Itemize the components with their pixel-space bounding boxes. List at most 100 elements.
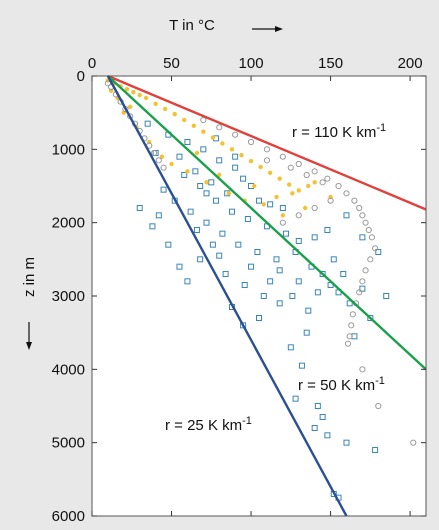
- gradient-line: [107, 74, 427, 211]
- data-point-circle: [365, 226, 372, 234]
- data-point-square: [375, 249, 382, 255]
- data-point-circle: [263, 146, 271, 153]
- data-point-circle: [311, 168, 318, 175]
- data-point-square: [254, 249, 261, 255]
- x-tick-label: 0: [88, 55, 96, 72]
- data-point-circle: [367, 256, 374, 263]
- x-tick-label: 200: [398, 55, 423, 72]
- data-point-circle: [155, 157, 162, 164]
- data-point-circle: [343, 190, 350, 197]
- data-point-square: [208, 179, 215, 186]
- data-point-circle: [344, 340, 352, 347]
- data-point-circle: [327, 197, 334, 204]
- y-tick-label: 0: [77, 68, 85, 85]
- data-point-square: [283, 230, 290, 237]
- data-point-dot: [312, 180, 317, 185]
- y-tick-label: 4000: [52, 361, 85, 378]
- data-point-circle: [324, 175, 331, 182]
- data-point-circle: [287, 164, 294, 171]
- data-point-square: [359, 285, 366, 292]
- data-point-square: [197, 256, 204, 263]
- data-point-circle: [295, 212, 302, 219]
- data-point-square: [383, 293, 390, 299]
- y-tick-label: 6000: [52, 508, 85, 525]
- data-point-square: [287, 344, 294, 351]
- data-point-square: [314, 289, 321, 296]
- data-point-circle: [295, 160, 302, 168]
- data-point-square: [155, 212, 162, 219]
- data-point-circle: [356, 204, 363, 212]
- x-axis-arrow: [252, 26, 283, 32]
- data-point-dot: [143, 95, 149, 101]
- data-point-square: [216, 252, 223, 259]
- data-point-square: [160, 186, 167, 193]
- data-point-dot: [302, 205, 308, 211]
- data-point-dot: [274, 194, 279, 200]
- data-point-circle: [216, 124, 223, 131]
- gradient-line: [107, 75, 427, 371]
- data-point-square: [200, 146, 207, 153]
- data-point-dot: [137, 92, 142, 98]
- data-point-square: [276, 300, 283, 307]
- data-point-square: [289, 293, 296, 299]
- data-point-circle: [279, 219, 286, 226]
- data-point-dot: [261, 202, 266, 207]
- data-point-square: [319, 414, 326, 420]
- y-tick-label: 5000: [52, 435, 85, 452]
- data-point-square: [256, 197, 262, 204]
- gradient-line: [106, 75, 348, 517]
- data-point-circle: [368, 234, 376, 241]
- data-point-dot: [169, 161, 174, 167]
- data-point-square: [330, 256, 337, 263]
- gradient-labels: r = 110 K km-1 r = 50 K km-1 r = 25 K km-1: [165, 122, 386, 434]
- data-point-square: [273, 256, 280, 263]
- data-point-circle: [348, 322, 355, 329]
- data-point-square: [228, 208, 235, 215]
- data-point-circle: [375, 402, 382, 410]
- data-point-circle: [359, 212, 366, 219]
- data-point-dot: [159, 154, 165, 159]
- data-point-square: [149, 223, 156, 230]
- data-point-dot: [131, 89, 136, 95]
- x-tick-label: 150: [318, 55, 343, 72]
- data-point-circle: [359, 278, 366, 285]
- data-point-dot: [185, 169, 190, 174]
- data-point-square: [359, 234, 366, 241]
- y-axis-label: z in m: [21, 257, 38, 297]
- data-point-circle: [335, 182, 342, 190]
- data-point-dot: [277, 176, 282, 181]
- data-point-dot: [229, 147, 235, 152]
- data-point-square: [197, 183, 204, 189]
- data-point-square: [165, 241, 172, 248]
- data-point-square: [209, 241, 216, 248]
- data-point-dot: [162, 106, 168, 112]
- gradient-line-label: r = 25 K km-1: [165, 415, 252, 434]
- data-point-circle: [311, 204, 318, 212]
- data-point-dot: [194, 150, 200, 156]
- data-point-square: [267, 201, 274, 208]
- data-point-square: [256, 315, 262, 321]
- gradient-line-label: r = 50 K km-1: [298, 375, 385, 394]
- data-point-square: [244, 216, 251, 222]
- data-point-square: [314, 403, 321, 409]
- data-point-square: [311, 234, 318, 241]
- data-point-circle: [372, 245, 379, 252]
- data-point-dot: [258, 164, 263, 170]
- data-point-square: [267, 278, 274, 285]
- x-axis-label: T in °C: [169, 17, 215, 34]
- data-point-circle: [410, 439, 417, 446]
- data-point-square: [232, 164, 239, 171]
- data-point-square: [187, 208, 194, 215]
- data-point-square: [367, 315, 374, 321]
- data-point-square: [203, 190, 210, 197]
- data-point-dot: [239, 153, 244, 158]
- data-point-circle: [356, 289, 363, 296]
- y-tick-label: 1000: [52, 141, 85, 158]
- y-axis-arrow: [26, 322, 32, 350]
- data-point-square: [279, 205, 286, 211]
- data-point-square: [232, 153, 239, 160]
- data-point-square: [248, 263, 255, 270]
- data-point-square: [324, 432, 331, 439]
- data-point-square: [184, 139, 191, 145]
